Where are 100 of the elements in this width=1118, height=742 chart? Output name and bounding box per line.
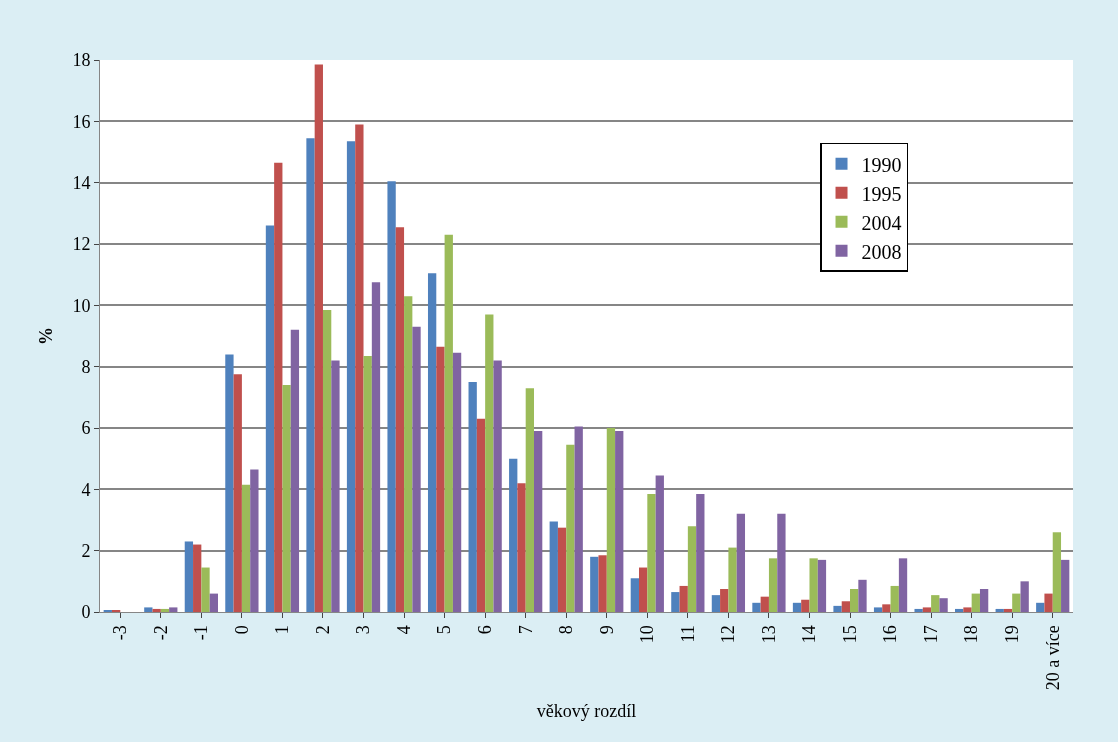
bar: [549, 521, 558, 612]
bar: [615, 431, 624, 612]
y-tick-label: 16: [72, 111, 91, 132]
x-tick-label: 8: [556, 625, 577, 635]
bar: [436, 346, 445, 612]
bar: [931, 595, 940, 612]
bar: [525, 388, 534, 612]
bar: [728, 547, 737, 612]
bar: [355, 124, 364, 612]
x-axis-title: věkový rozdíl: [536, 701, 637, 722]
bar: [412, 326, 421, 612]
bar: [995, 608, 1004, 612]
bar: [1061, 559, 1070, 612]
y-tick-label: 6: [81, 418, 91, 439]
x-tick-label: 15: [839, 625, 860, 644]
bar: [233, 374, 242, 612]
x-tick-label: 7: [515, 625, 536, 635]
bar: [955, 608, 964, 612]
bar: [922, 607, 932, 612]
bar: [850, 589, 859, 612]
bar: [736, 513, 746, 612]
x-tick-label: 16: [880, 625, 901, 644]
x-tick-label: 3: [353, 625, 374, 635]
y-axis-title: %: [35, 327, 56, 345]
bar: [971, 593, 980, 612]
bar: [1003, 608, 1013, 612]
bar: [566, 444, 575, 612]
bar: [696, 493, 705, 612]
x-tick-label: 0: [231, 625, 252, 635]
bar: [979, 589, 989, 612]
bar: [363, 355, 372, 612]
bar: [882, 604, 891, 612]
bar: [387, 181, 396, 612]
x-tick-label: 14: [799, 625, 820, 644]
bar: [509, 458, 518, 612]
legend-label: 1990: [861, 153, 902, 176]
bar: [1020, 581, 1029, 612]
bar: [265, 225, 275, 612]
legend-label: 2004: [861, 211, 902, 234]
x-tick-label: 2: [312, 625, 333, 635]
bar: [630, 578, 639, 612]
legend-label: 1995: [861, 182, 902, 205]
x-tick-label: 10: [637, 625, 658, 644]
x-tick-label: 17: [920, 625, 941, 644]
bar: [939, 598, 948, 612]
bar: [647, 493, 656, 612]
bar: [209, 593, 218, 612]
bar: [801, 599, 810, 612]
bar: [768, 558, 778, 612]
bar: [306, 138, 315, 612]
bar: [404, 296, 413, 612]
x-tick-label: 4: [393, 625, 414, 635]
x-tick-label: 11: [677, 625, 698, 643]
bar: [817, 559, 827, 612]
bar: [534, 431, 543, 612]
bar: [314, 64, 323, 612]
x-tick-label: 1: [272, 625, 293, 635]
bar: [679, 585, 688, 612]
bar: [639, 567, 648, 612]
x-tick-label: -1: [191, 625, 212, 641]
x-tick-label: -2: [150, 625, 171, 641]
bar: [152, 608, 161, 612]
y-tick-label: 4: [81, 479, 91, 500]
bar: [485, 314, 494, 612]
bar: [274, 162, 283, 612]
bar: [1012, 593, 1021, 612]
y-tick-label: 8: [81, 356, 91, 377]
bar: [598, 555, 607, 612]
bar: [898, 558, 908, 612]
bar: [241, 484, 251, 612]
bar: [290, 329, 300, 612]
bar: [655, 475, 664, 612]
x-tick-label: 19: [1002, 625, 1023, 644]
bar: [557, 527, 567, 612]
bar: [574, 426, 583, 612]
bar: [873, 607, 883, 612]
x-tick-label: 6: [475, 625, 495, 635]
x-tick-label: -3: [110, 625, 131, 641]
bar: [322, 309, 332, 612]
bar: [890, 585, 899, 612]
bar: [1036, 602, 1045, 612]
bar: [858, 579, 867, 612]
y-tick-label: 18: [72, 50, 91, 71]
x-tick-label: 20 a více: [1042, 625, 1063, 691]
y-tick-label: 12: [72, 234, 91, 255]
x-tick-label: 9: [596, 625, 617, 635]
bar: [476, 418, 486, 612]
bar: [468, 382, 477, 612]
bar: [1052, 532, 1062, 612]
bar: [331, 360, 340, 612]
bar: [169, 607, 178, 612]
bar: [720, 589, 729, 612]
bar: [346, 141, 356, 612]
x-tick-label: 5: [434, 625, 455, 635]
bar: [809, 558, 818, 612]
bar: [914, 608, 923, 612]
bar: [427, 273, 437, 612]
bar: [184, 541, 194, 612]
bar: [777, 513, 786, 612]
x-tick-label: 12: [718, 625, 739, 644]
